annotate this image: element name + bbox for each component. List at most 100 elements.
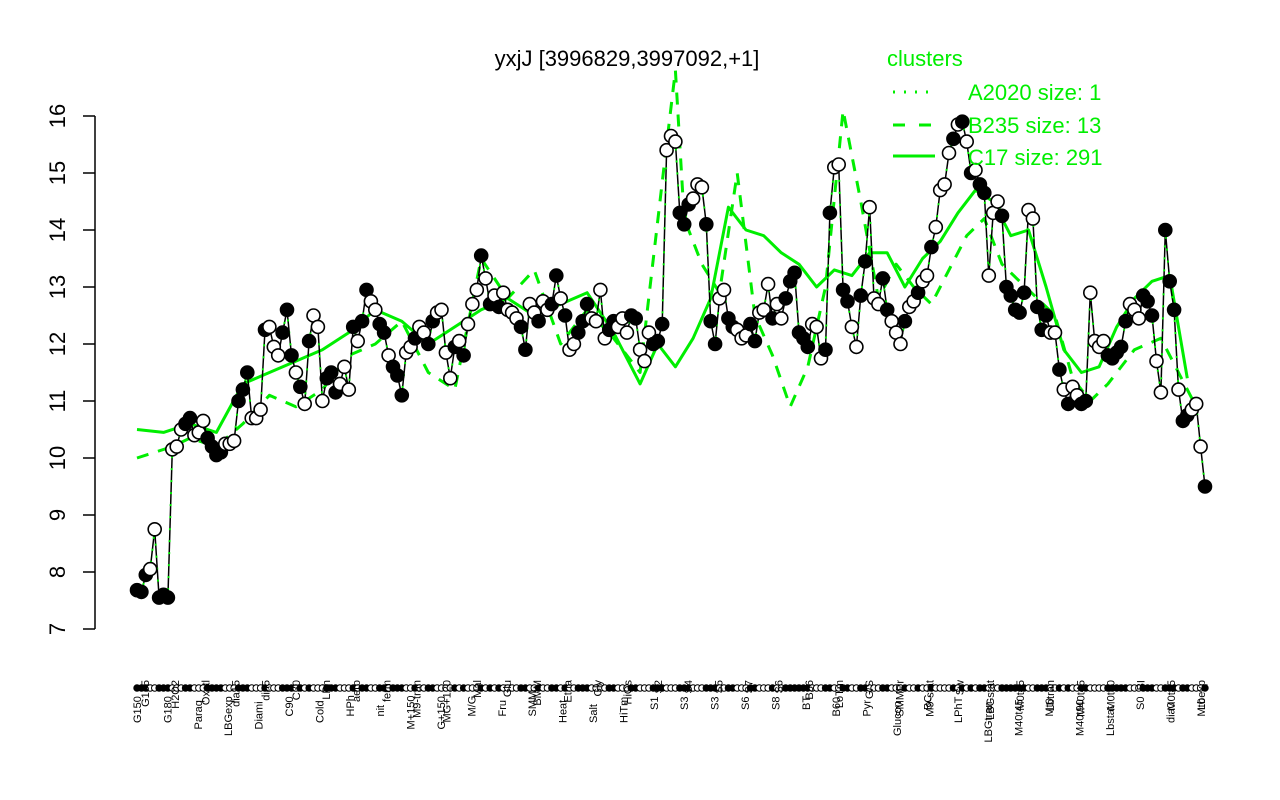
data-point: [840, 293, 855, 309]
data-point: [465, 296, 480, 312]
x-tick-label-bottom: Mt0: [1044, 698, 1056, 716]
x-tick-label-bottom: Glucon: [892, 701, 904, 736]
x-tick-label-bottom: S1: [649, 697, 661, 710]
x-tick-label-bottom: BC: [922, 695, 934, 710]
x-tick-label-bottom: S3: [710, 697, 722, 710]
data-point: [990, 194, 1005, 209]
legend-entry-c17: C17 size: 291: [968, 145, 1103, 170]
data-point: [226, 433, 242, 449]
x-tick-label-bottom: SMM: [527, 691, 539, 717]
data-point: [354, 313, 370, 329]
data-point: [350, 333, 366, 349]
data-point: [553, 291, 569, 306]
y-tick-label: 14: [45, 218, 70, 242]
data-point: [1153, 385, 1169, 400]
data-point: [668, 134, 683, 149]
data-point: [442, 370, 458, 386]
data-point: [557, 308, 573, 323]
x-tick-label-top: LoTm: [834, 680, 846, 708]
data-point: [924, 239, 939, 255]
data-point: [1193, 439, 1208, 454]
data-point: [451, 333, 467, 349]
x-tick-label-top: M0t90: [1106, 680, 1118, 711]
data-point: [976, 185, 992, 201]
x-tick-label-bottom: dia0: [1166, 702, 1178, 723]
data-point: [240, 365, 255, 380]
x-tick-label-bottom: LBGexp: [223, 696, 235, 736]
y-tick-label: 10: [45, 446, 70, 470]
data-point: [698, 217, 714, 232]
x-tick-label-top: Etha: [562, 679, 574, 703]
data-point: [897, 313, 913, 329]
data-point: [279, 302, 295, 318]
data-point: [147, 521, 162, 537]
data-point: [588, 313, 604, 329]
data-point: [1016, 285, 1032, 301]
data-point: [981, 268, 997, 283]
data-point: [473, 248, 489, 263]
data-point: [849, 339, 864, 355]
x-tick-label-top: M9-stat: [925, 680, 937, 717]
data-point: [142, 561, 158, 577]
data-point: [818, 342, 833, 358]
data-point: [235, 382, 251, 397]
x-tick-label-bottom: M40t90: [1074, 699, 1086, 736]
x-tick-label-top: LBGstat: [985, 680, 997, 720]
x-tick-label-top: M0t45: [1015, 680, 1027, 711]
x-tick-label-top: G/S: [864, 680, 876, 699]
data-point: [1038, 308, 1054, 323]
data-point: [1131, 311, 1147, 326]
data-point: [787, 265, 802, 281]
data-point: [773, 311, 789, 326]
x-tick-label-top: Mal: [472, 680, 484, 698]
x-tick-label-bottom: S3: [679, 697, 691, 710]
data-point: [1012, 305, 1027, 320]
x-tick-label-bottom: B60: [831, 697, 843, 717]
x-tick-label-top: LPh: [321, 680, 333, 700]
data-point: [1149, 353, 1164, 369]
data-point: [968, 162, 983, 178]
y-tick-label: 11: [45, 390, 70, 413]
data-point: [1197, 479, 1213, 494]
data-point: [1030, 299, 1045, 315]
x-tick-label-top: MG+120: [442, 680, 454, 723]
data-point: [760, 276, 776, 292]
data-point: [134, 584, 149, 600]
y-tick-label: 15: [45, 161, 70, 185]
data-point: [1144, 308, 1160, 323]
data-point: [337, 359, 352, 375]
data-point: [1166, 302, 1182, 318]
data-point: [469, 282, 485, 298]
data-point: [619, 325, 635, 340]
y-axis: 7 8 9 10 11 12 13 14 15 16: [45, 104, 96, 635]
legend-entry-a2020: A2020 size: 1: [968, 80, 1101, 105]
data-point: [315, 393, 330, 409]
data-point: [800, 339, 816, 355]
legend: clusters A2020 size: 1 B235 size: 13 C17…: [887, 46, 1103, 170]
y-tick-label: 9: [45, 509, 70, 521]
x-tick-label-bottom: Cold: [314, 700, 326, 723]
data-point: [1003, 288, 1019, 303]
x-tick-label-top: Sw: [955, 680, 967, 695]
x-tick-label-top: S6: [774, 680, 786, 693]
data-point: [994, 208, 1010, 224]
data-point: [460, 316, 476, 332]
x-tick-label-top: M40t45: [1075, 680, 1087, 717]
data-point: [862, 199, 877, 215]
data-point: [1096, 333, 1111, 349]
data-point: [394, 387, 410, 403]
x-tick-label-bottom: Paraq: [193, 700, 205, 729]
data-point: [919, 268, 935, 283]
x-tick-label-top: C30: [291, 680, 303, 700]
data-point: [1083, 285, 1098, 301]
data-point: [937, 177, 952, 192]
x-tick-label-bottom: Diami: [254, 701, 266, 729]
data-point: [1025, 211, 1041, 226]
data-point: [959, 134, 975, 149]
x-tick-label-top: HiOs: [623, 680, 635, 705]
data-point: [284, 348, 299, 363]
data-point: [513, 319, 529, 335]
x-tick-label-top: Oxctl: [200, 680, 212, 705]
data-point: [182, 410, 198, 426]
